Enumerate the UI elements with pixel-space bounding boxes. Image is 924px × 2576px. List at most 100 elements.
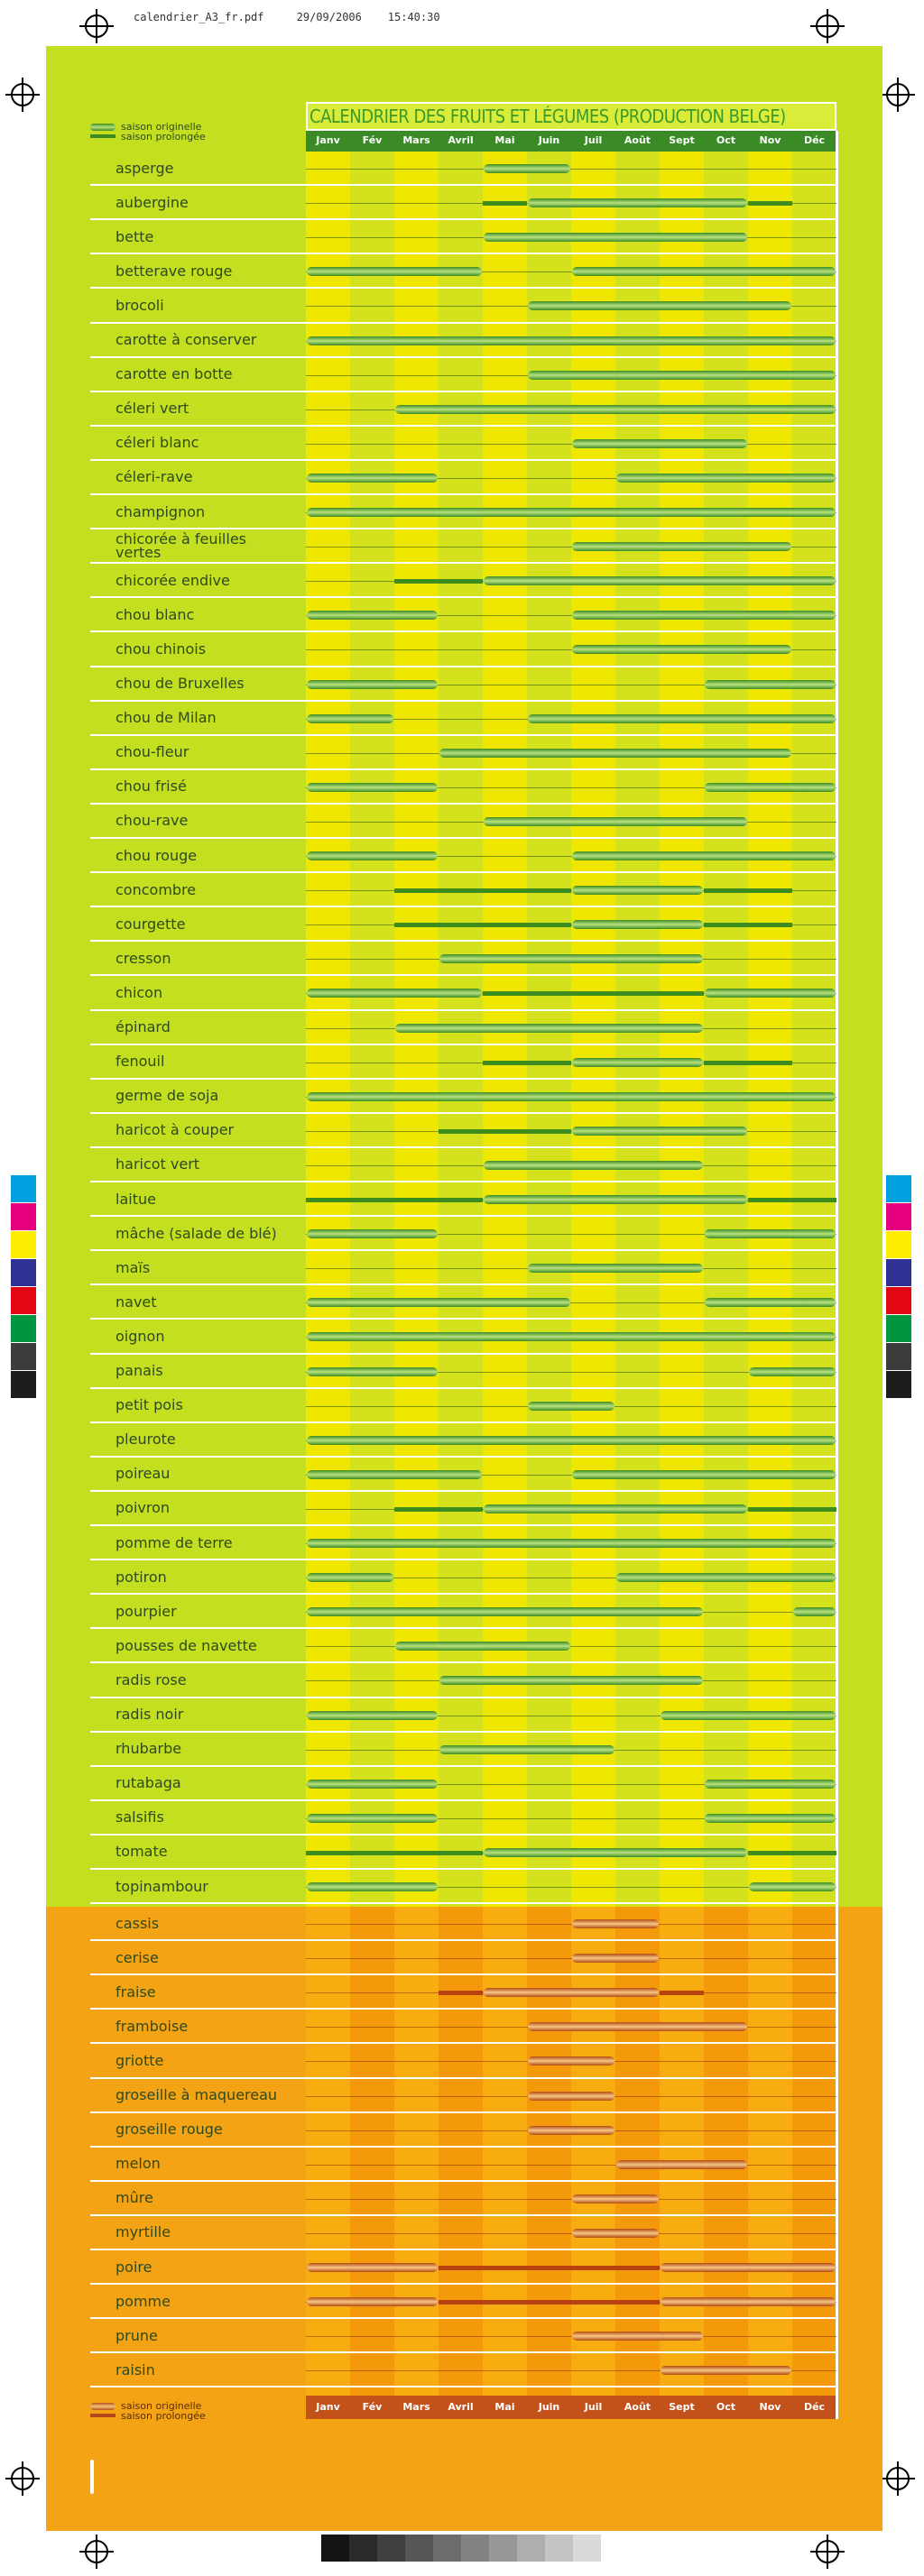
original-season-bar: [572, 1126, 747, 1136]
row-label: poireau: [116, 1465, 171, 1483]
color-swatch: [886, 1175, 911, 1202]
original-season-bar: [307, 1813, 438, 1823]
original-season-bar: [572, 542, 791, 552]
row-separator: [90, 733, 836, 736]
row-label: pomme de terre: [116, 1533, 233, 1551]
row-label: navet: [116, 1293, 157, 1311]
month-stripe: [615, 1907, 660, 2397]
row-baseline: [306, 1234, 836, 1236]
row-label: betterave rouge: [116, 262, 233, 280]
original-season-bar: [528, 2056, 614, 2066]
row-label: pourpier: [116, 1602, 177, 1620]
original-season-bar: [307, 473, 438, 483]
original-season-bar: [572, 611, 836, 621]
original-season-bar: [307, 1298, 570, 1308]
gray-swatch: [433, 2535, 461, 2562]
month-label: Mars: [402, 134, 430, 146]
row-label: cerise: [116, 1948, 159, 1966]
logo-test: TEST: [92, 2461, 94, 2492]
original-season-bar: [572, 438, 747, 448]
row-separator: [90, 1661, 836, 1664]
row-separator: [90, 1902, 836, 1905]
extended-season-bar: [748, 1198, 836, 1203]
original-season-bar: [572, 1469, 836, 1479]
registration-mark: [881, 78, 915, 112]
original-season-bar: [307, 679, 438, 689]
row-label: concombre: [116, 880, 197, 898]
month-label: Nov: [759, 134, 781, 146]
original-season-bar: [307, 1229, 438, 1239]
extended-season-bar: [483, 1060, 571, 1065]
row-baseline: [306, 2198, 836, 2200]
row-separator: [90, 1181, 836, 1182]
original-season-bar: [572, 645, 791, 655]
row-label: courgette: [116, 915, 186, 933]
row-separator: [90, 1283, 836, 1286]
original-season-bar: [307, 611, 438, 621]
row-separator: [90, 2317, 836, 2320]
month-stripe: [394, 1907, 439, 2397]
row-label: tomate: [116, 1843, 168, 1861]
row-separator: [90, 1696, 836, 1698]
original-season-bar: [307, 1882, 438, 1892]
original-season-bar: [307, 1332, 836, 1342]
row-label: laitue: [116, 1190, 156, 1208]
row-label: céleri vert: [116, 400, 189, 418]
month-stripe: [571, 1907, 615, 2397]
row-separator: [90, 2111, 836, 2113]
month-stripe: [350, 135, 394, 1907]
row-baseline: [306, 2370, 836, 2372]
row-baseline: [306, 2164, 836, 2166]
row-baseline: [306, 856, 836, 858]
row-baseline: [306, 1646, 836, 1648]
month-stripe: [748, 1907, 792, 2397]
month-label: Nov: [759, 2401, 781, 2413]
month-label: Oct: [716, 134, 736, 146]
row-separator: [90, 2351, 836, 2354]
row-baseline: [306, 649, 836, 651]
color-swatch: [886, 1259, 911, 1286]
row-label: haricot à couper: [116, 1121, 235, 1139]
original-season-bar: [395, 1642, 570, 1651]
row-label: pousses de navette: [116, 1636, 257, 1654]
original-season-bar: [395, 1023, 703, 1033]
original-season-bar: [439, 1676, 703, 1686]
row-separator: [90, 1421, 836, 1423]
color-swatch: [886, 1315, 911, 1342]
month-label: Mars: [402, 2401, 430, 2413]
month-label: Juil: [584, 134, 603, 146]
row-label: chou chinois: [116, 639, 207, 658]
row-label: raisin: [116, 2360, 155, 2378]
row-baseline: [306, 890, 836, 892]
row-baseline: [306, 1958, 836, 1960]
original-season-bar: [661, 2263, 836, 2273]
original-season-bar: [705, 1298, 836, 1308]
row-label: myrtille: [116, 2223, 171, 2241]
month-label: Août: [624, 134, 651, 146]
color-swatch: [11, 1231, 36, 1258]
original-season-bar: [484, 1195, 747, 1205]
month-stripe: [660, 1907, 704, 2397]
color-swatch: [886, 1231, 911, 1258]
row-separator: [90, 2249, 836, 2250]
row-separator: [90, 837, 836, 839]
month-label: Oct: [716, 2401, 736, 2413]
color-swatch: [886, 1203, 911, 1230]
month-bar: [306, 131, 836, 152]
row-separator: [90, 562, 836, 565]
row-label: mâche (salade de blé): [116, 1224, 277, 1242]
row-separator: [90, 1730, 836, 1733]
row-separator: [90, 1008, 836, 1011]
original-season-bar: [749, 1366, 836, 1376]
row-baseline: [306, 1887, 836, 1889]
original-season-bar: [528, 2091, 614, 2101]
original-season-bar: [307, 1435, 836, 1445]
original-season-bar: [484, 1160, 703, 1170]
month-label: Mai: [494, 2401, 515, 2413]
month-stripe: [571, 135, 615, 1907]
month-label: Sept: [669, 2401, 695, 2413]
extended-season-bar: [306, 1198, 483, 1203]
original-season-bar: [307, 989, 482, 998]
row-label: mûre: [116, 2189, 153, 2207]
original-season-bar: [572, 2194, 659, 2203]
